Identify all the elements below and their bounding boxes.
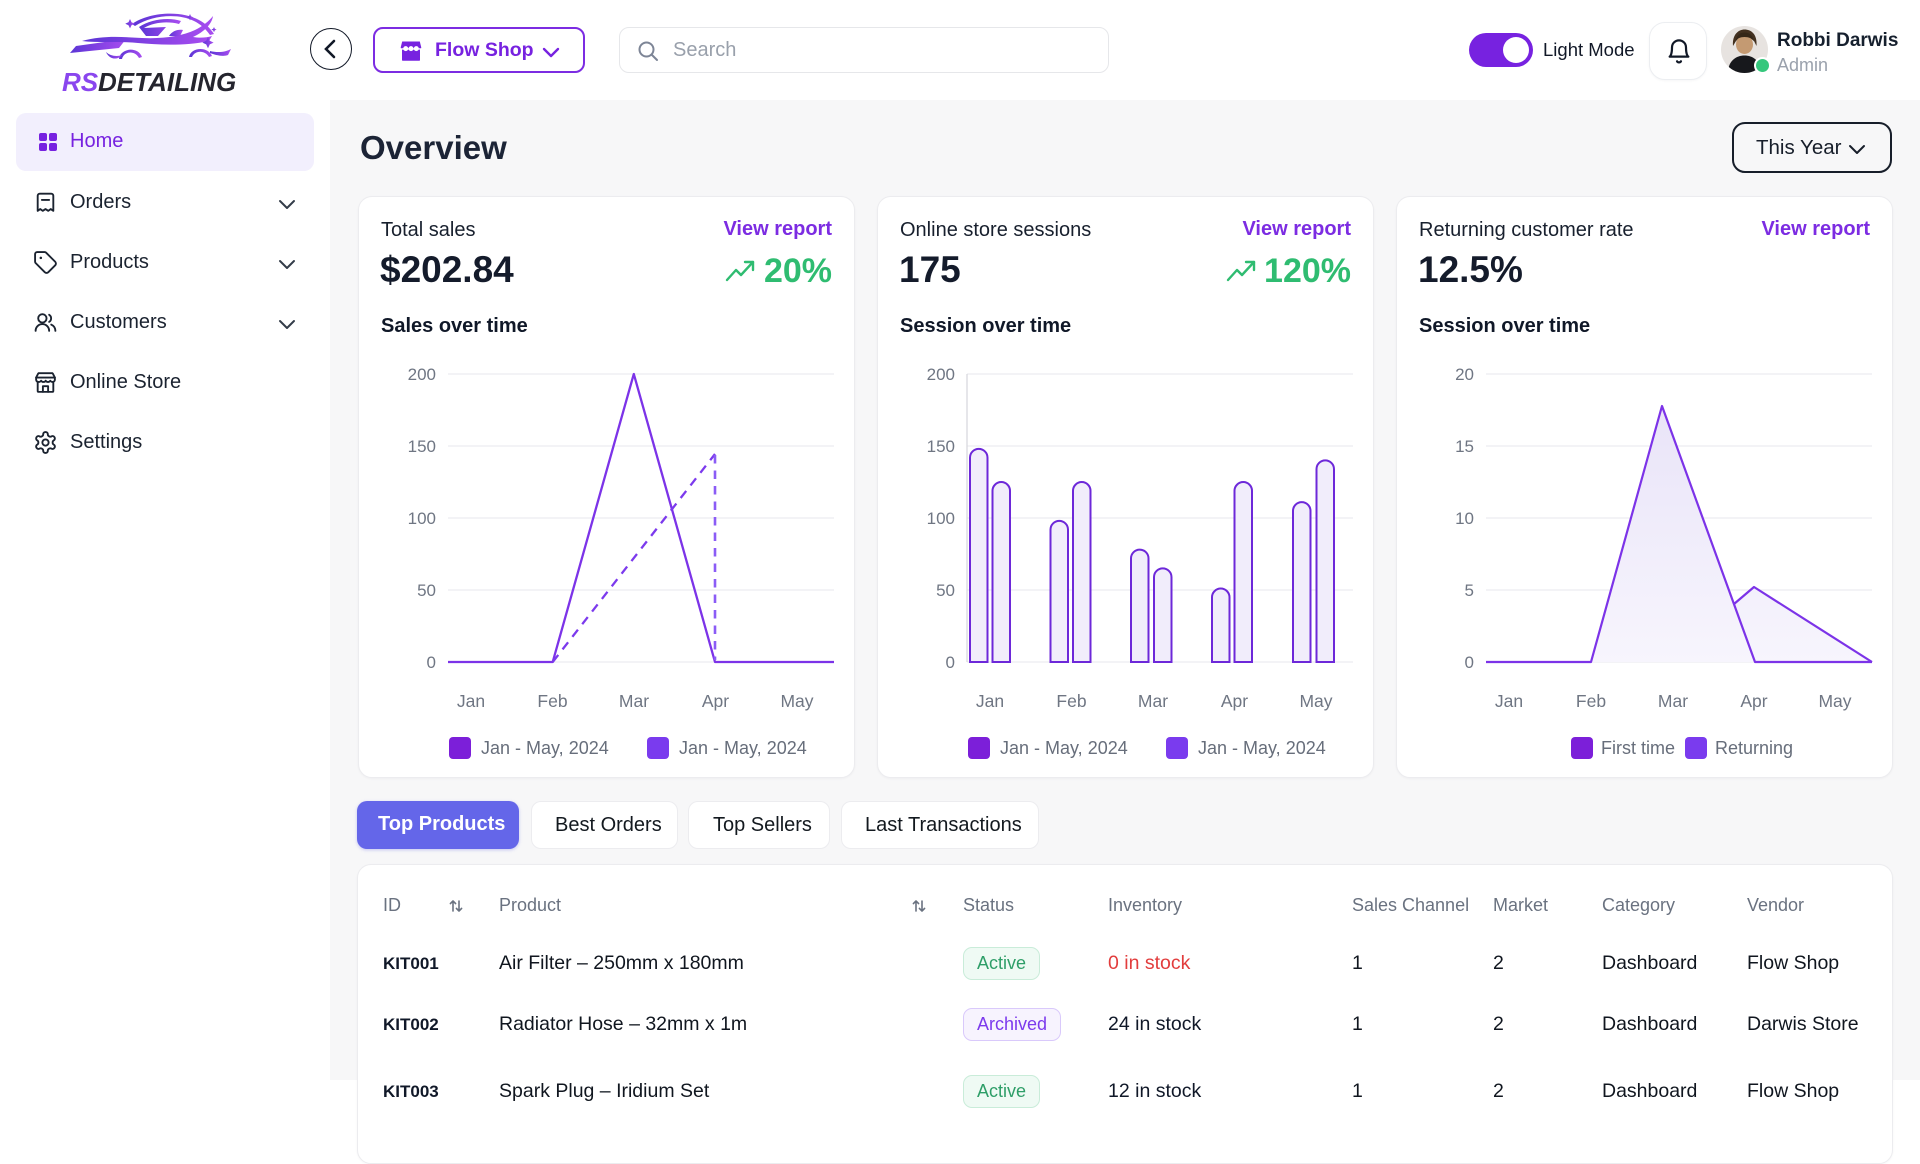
svg-text:Apr: Apr bbox=[1740, 691, 1767, 711]
svg-text:0: 0 bbox=[427, 653, 436, 672]
svg-text:0: 0 bbox=[1465, 653, 1474, 672]
svg-text:100: 100 bbox=[927, 509, 955, 528]
svg-text:May: May bbox=[1299, 691, 1332, 711]
svg-text:15: 15 bbox=[1455, 437, 1474, 456]
svg-text:5: 5 bbox=[1465, 581, 1474, 600]
svg-text:50: 50 bbox=[417, 581, 436, 600]
svg-text:0: 0 bbox=[946, 653, 955, 672]
svg-text:Jan: Jan bbox=[976, 691, 1004, 711]
svg-text:Feb: Feb bbox=[1576, 691, 1606, 711]
svg-text:150: 150 bbox=[408, 437, 436, 456]
svg-text:Mar: Mar bbox=[1658, 691, 1688, 711]
svg-text:Jan - May, 2024: Jan - May, 2024 bbox=[481, 738, 609, 758]
svg-text:100: 100 bbox=[408, 509, 436, 528]
svg-text:Jan: Jan bbox=[457, 691, 485, 711]
svg-text:DETAILING: DETAILING bbox=[98, 67, 236, 97]
svg-text:10: 10 bbox=[1455, 509, 1474, 528]
svg-text:Jan - May, 2024: Jan - May, 2024 bbox=[679, 738, 807, 758]
svg-text:20: 20 bbox=[1455, 365, 1474, 384]
svg-text:Jan - May, 2024: Jan - May, 2024 bbox=[1000, 738, 1128, 758]
svg-text:First time: First time bbox=[1601, 738, 1675, 758]
svg-text:May: May bbox=[780, 691, 813, 711]
svg-text:May: May bbox=[1818, 691, 1851, 711]
svg-text:Jan: Jan bbox=[1495, 691, 1523, 711]
svg-text:Feb: Feb bbox=[537, 691, 567, 711]
svg-text:Mar: Mar bbox=[1138, 691, 1168, 711]
svg-text:RS: RS bbox=[62, 67, 99, 97]
svg-text:Apr: Apr bbox=[1221, 691, 1248, 711]
svg-text:200: 200 bbox=[408, 365, 436, 384]
svg-text:Jan - May, 2024: Jan - May, 2024 bbox=[1198, 738, 1326, 758]
svg-text:150: 150 bbox=[927, 437, 955, 456]
svg-text:Feb: Feb bbox=[1056, 691, 1086, 711]
svg-text:Apr: Apr bbox=[702, 691, 729, 711]
svg-text:Returning: Returning bbox=[1715, 738, 1793, 758]
svg-text:50: 50 bbox=[936, 581, 955, 600]
svg-text:200: 200 bbox=[927, 365, 955, 384]
svg-text:Mar: Mar bbox=[619, 691, 649, 711]
